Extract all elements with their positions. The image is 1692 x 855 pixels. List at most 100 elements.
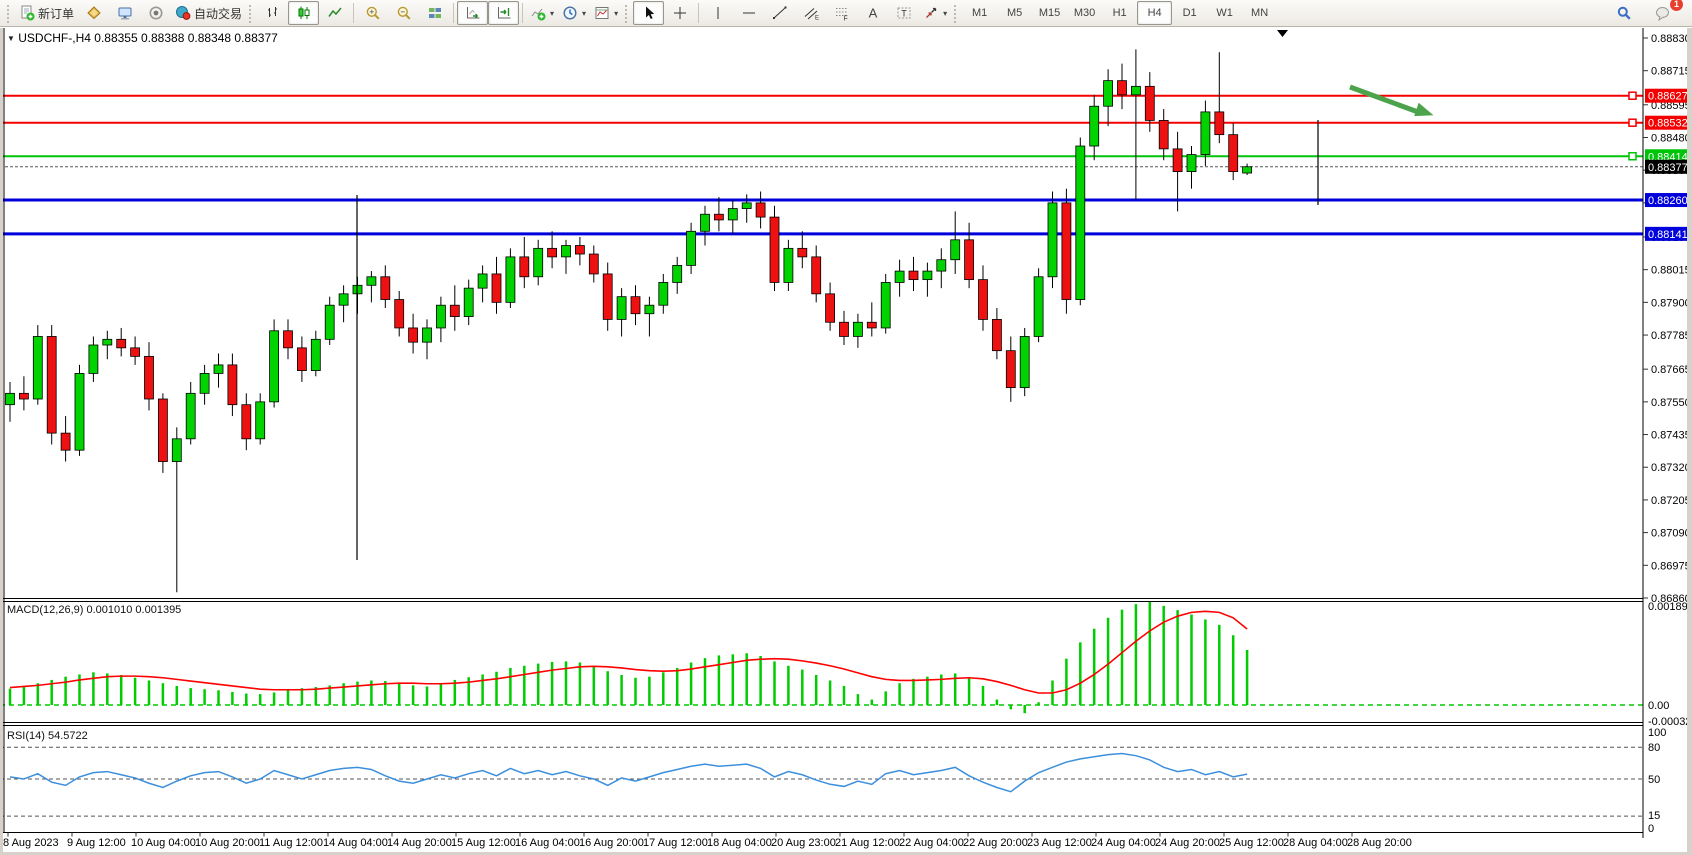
dropdown-caret-icon[interactable]: ▾ [582, 8, 587, 18]
trendline-icon [772, 6, 787, 19]
svg-text:15 Aug 12:00: 15 Aug 12:00 [451, 837, 516, 849]
cursor-icon [645, 6, 654, 19]
chart-shift-marker[interactable] [1277, 30, 1288, 37]
zoom-in-button[interactable] [357, 1, 388, 25]
price-line-handle[interactable] [1628, 118, 1637, 127]
svg-text:9 Aug 12:00: 9 Aug 12:00 [67, 837, 126, 849]
macd-indicator-label: MACD(12,26,9) 0.001010 0.001395 [7, 604, 181, 616]
price-line-handle[interactable] [1628, 152, 1637, 161]
svg-text:0.87900: 0.87900 [1651, 297, 1691, 309]
window-frame-bottom [0, 852, 1692, 855]
zoom-out-icon [397, 6, 411, 20]
dropdown-caret-icon[interactable]: ▾ [550, 8, 555, 18]
chart-shift-button[interactable] [488, 1, 520, 25]
horizontal-line-button[interactable] [733, 1, 764, 25]
toolbar-separator [453, 3, 455, 23]
candlestick-chart-button[interactable] [288, 1, 320, 25]
timeframe-mn-button[interactable]: MN [1242, 1, 1277, 25]
trend-arrow-object[interactable] [1349, 84, 1434, 117]
fibonacci-button[interactable]: F [826, 1, 857, 25]
arrows-button[interactable]: ▾ [919, 1, 951, 25]
clock-icon [563, 6, 577, 20]
main-toolbar: 新订单 自动交易 ▾ ▾ ▾ E F A T ▾ M1 M5 M15 M30 H1 H4 D1 W1 MN 1 [0, 0, 1692, 27]
bar-chart-button[interactable] [257, 1, 288, 25]
rsi-level-lines [0, 746, 1643, 817]
tile-windows-button[interactable] [419, 1, 450, 25]
channel-icon: E [804, 8, 819, 21]
toolbar-separator [522, 3, 524, 23]
indicators-button[interactable]: ▾ [526, 1, 558, 25]
dropdown-caret-icon[interactable]: ▾ [943, 8, 948, 18]
svg-text:21 Aug 12:00: 21 Aug 12:00 [835, 837, 900, 849]
toolbar-grip [953, 3, 959, 23]
svg-text:0.88830: 0.88830 [1651, 33, 1691, 45]
svg-text:22 Aug 04:00: 22 Aug 04:00 [899, 837, 964, 849]
svg-text:28 Aug 20:00: 28 Aug 20:00 [1347, 837, 1412, 849]
notification-badge: 1 [1669, 0, 1684, 12]
periods-button[interactable]: ▾ [558, 1, 590, 25]
expert-advisors-button[interactable] [78, 1, 109, 25]
signal-icon [149, 6, 163, 20]
svg-text:0.88141: 0.88141 [1648, 229, 1688, 241]
trendline-button[interactable] [764, 1, 795, 25]
timeframe-m30-button[interactable]: M30 [1067, 1, 1102, 25]
toolbar-grip [624, 3, 630, 23]
zoom-out-button[interactable] [388, 1, 419, 25]
search-button[interactable] [1608, 1, 1639, 25]
svg-text:0.87090: 0.87090 [1651, 528, 1691, 540]
timeframe-h1-button[interactable]: H1 [1102, 1, 1137, 25]
channel-button[interactable]: E [795, 1, 826, 25]
template-icon [595, 7, 609, 19]
dropdown-caret-icon[interactable]: ▾ [614, 8, 619, 18]
vertical-line-button[interactable] [702, 1, 733, 25]
timeframe-m15-button[interactable]: M15 [1032, 1, 1067, 25]
svg-text:0.88377: 0.88377 [1648, 162, 1688, 174]
timeframe-d1-button-label: D1 [1182, 7, 1197, 19]
window-frame-left [0, 28, 3, 855]
auto-trading-button[interactable]: 自动交易 [171, 1, 246, 25]
svg-text:F: F [843, 16, 847, 22]
textlabel-icon: T [897, 7, 911, 19]
timeframe-h4-button-label: H4 [1147, 7, 1162, 19]
auto-scroll-button[interactable] [457, 1, 489, 25]
timeframe-w1-button[interactable]: W1 [1207, 1, 1242, 25]
text-button[interactable]: A [857, 1, 888, 25]
crosshair-button[interactable] [664, 1, 695, 25]
svg-text:0.88715: 0.88715 [1651, 66, 1691, 78]
timeframe-m1-button[interactable]: M1 [962, 1, 997, 25]
notifications-button[interactable]: 1 [1647, 0, 1684, 25]
macd-values: 0.001010 0.001395 [86, 604, 182, 616]
line-chart-button[interactable] [319, 1, 350, 25]
vline-icon [717, 7, 719, 19]
price-line-handle[interactable] [1628, 91, 1637, 100]
templates-button[interactable]: ▾ [590, 1, 622, 25]
search-icon [1617, 6, 1631, 20]
svg-text:0.00189: 0.00189 [1648, 601, 1688, 613]
svg-text:100: 100 [1648, 727, 1666, 739]
toolbar-separator [698, 3, 700, 23]
horizontal-price-lines[interactable] [0, 91, 1643, 236]
cursor-button[interactable] [633, 1, 665, 25]
timeframe-mn-button-label: MN [1251, 7, 1269, 19]
svg-text:10 Aug 20:00: 10 Aug 20:00 [195, 837, 260, 849]
new-order-button[interactable]: 新订单 [15, 1, 78, 25]
timeframe-m5-button[interactable]: M5 [997, 1, 1032, 25]
timeframe-w1-button-label: W1 [1216, 7, 1233, 19]
tiles-icon [428, 8, 441, 18]
timeframe-h4-button[interactable]: H4 [1137, 1, 1173, 25]
timeframe-m1-button-label: M1 [971, 7, 988, 19]
gold-icon [86, 6, 101, 20]
svg-text:16 Aug 04:00: 16 Aug 04:00 [515, 837, 580, 849]
autoscroll-icon [466, 7, 480, 19]
timeframe-d1-button[interactable]: D1 [1172, 1, 1207, 25]
signals-button[interactable] [140, 1, 171, 25]
doc-plus-icon [21, 5, 35, 21]
chart-dropdown-icon[interactable]: ▼ [7, 34, 15, 43]
time-axis[interactable]: 8 Aug 2023 9 Aug 12:00 10 Aug 04:00 10 Aug … [3, 832, 1412, 850]
text-label-button[interactable]: T [888, 1, 919, 25]
open-chart-button[interactable] [109, 1, 140, 25]
toolbar-right-group: 1 [1608, 0, 1688, 25]
rsi-line [9, 752, 1248, 793]
svg-text:0.88015: 0.88015 [1651, 265, 1691, 277]
svg-text:0.87205: 0.87205 [1651, 495, 1691, 507]
